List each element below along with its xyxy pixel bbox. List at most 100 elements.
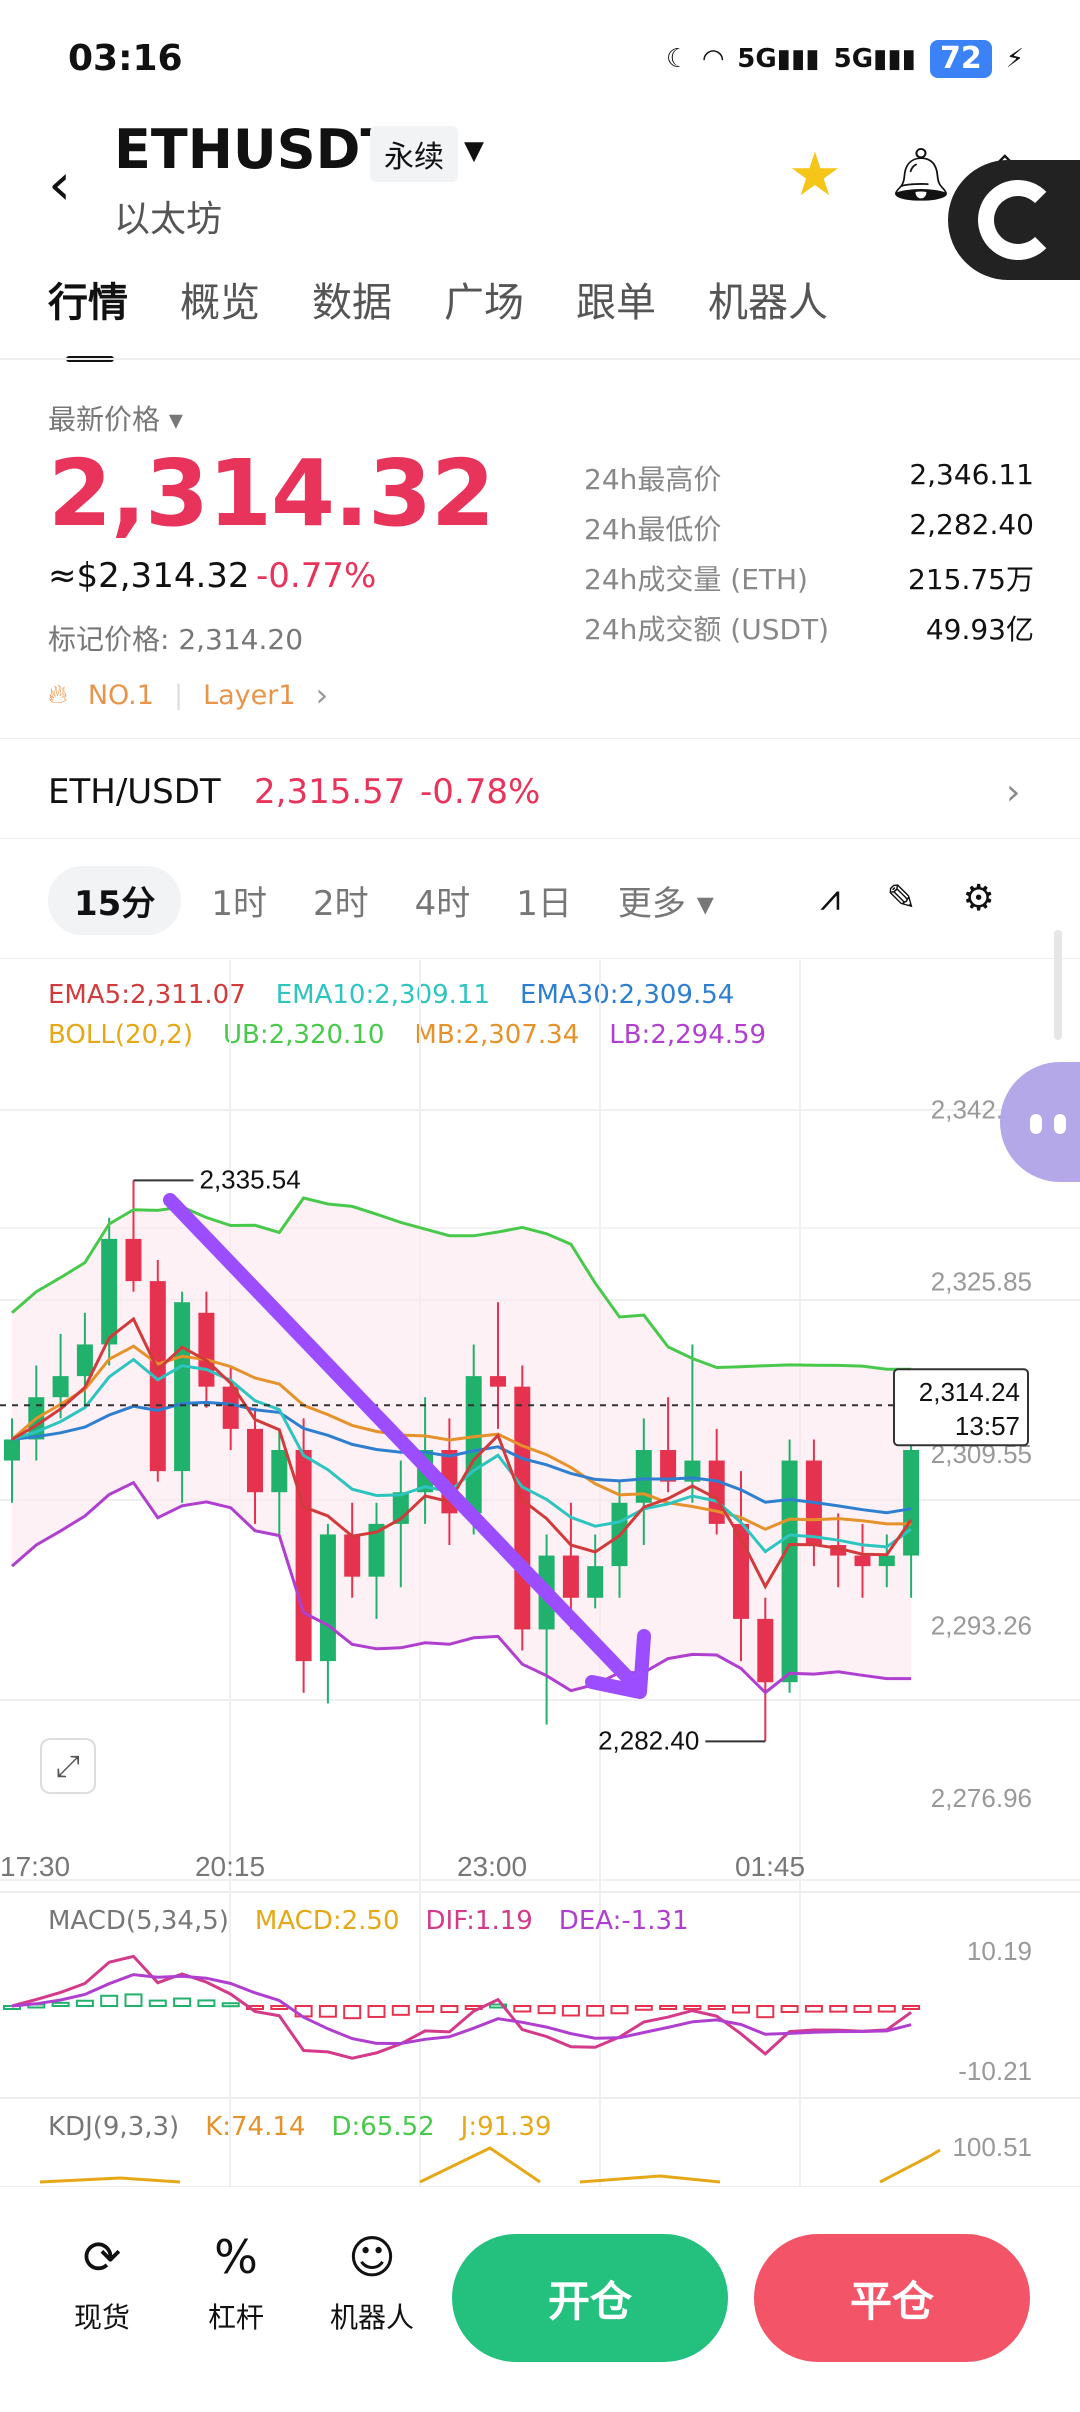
macd-bar: [100, 1994, 119, 2008]
gate-floating-logo[interactable]: [948, 160, 1080, 280]
macd-bar: [75, 1999, 94, 2007]
candle-body: [708, 1460, 725, 1524]
nav-bot[interactable]: ☺ 机器人: [322, 2230, 422, 2336]
interval-more[interactable]: 更多 ▾: [617, 884, 714, 924]
open-position-button[interactable]: 开仓: [452, 2234, 728, 2362]
bell-icon[interactable]: 🔔︎: [888, 145, 955, 205]
candle-body: [878, 1555, 895, 1567]
ub-label: UB:2,320.10: [223, 1020, 385, 1050]
interval-1d[interactable]: 1日: [516, 884, 572, 924]
macd-bar: [489, 2003, 507, 2009]
contract-type-badge[interactable]: 永续: [370, 126, 458, 182]
macd-bar: [367, 2005, 386, 2018]
macd-bar: [659, 2005, 678, 2010]
ema5-line: [11, 1316, 913, 1590]
interval-2h[interactable]: 2时: [312, 884, 369, 924]
chevron-right-icon[interactable]: ›: [315, 676, 329, 714]
x-axis-label: 23:00: [457, 1851, 527, 1882]
coin-tags: 🔥︎ NO.1 | Layer1 ›: [48, 676, 328, 714]
favorite-star-icon[interactable]: ★: [788, 140, 842, 210]
indicator-icon[interactable]: ⩘: [820, 878, 841, 919]
chevron-right-icon[interactable]: ›: [1006, 772, 1021, 813]
boll-middle-line: [11, 1344, 912, 1531]
ema10-label: EMA10:2,309.11: [275, 980, 491, 1010]
draw-pencil-icon[interactable]: ✎: [886, 878, 917, 919]
candle-body: [271, 1450, 288, 1493]
back-icon[interactable]: ‹: [48, 150, 72, 218]
header: ‹ ETHUSDT 永续 ▼ 以太坊 ★ 🔔︎ ⇪: [0, 110, 1080, 250]
spot-pair-name[interactable]: ETH/USDT: [48, 772, 221, 812]
y-axis-label: 2,293.26: [931, 1611, 1032, 1641]
close-position-button[interactable]: 平仓: [754, 2234, 1030, 2362]
macd-bar: [148, 1999, 167, 2007]
candle-body: [319, 1534, 336, 1662]
kline-chart[interactable]: 2,342.142,325.852,309.552,293.262,276.96…: [0, 960, 1080, 2190]
nav-spot[interactable]: ⟳ 现货: [52, 2230, 152, 2336]
candle-body: [587, 1566, 604, 1598]
y-axis-label: 2,325.85: [931, 1267, 1032, 1297]
macd-bar: [634, 2005, 653, 2011]
robot-icon: ☺: [348, 2230, 396, 2284]
scrollbar[interactable]: [1054, 930, 1062, 1040]
boll-band-fill: [12, 1198, 912, 1693]
x-axis-label: 01:45: [735, 1851, 805, 1882]
candle-body: [295, 1450, 312, 1662]
divider: [0, 738, 1080, 739]
kdj-title: KDJ(9,3,3): [48, 2112, 180, 2142]
trend-arrow-line: [163, 1193, 637, 1687]
candle-body: [52, 1376, 69, 1398]
latest-price-label[interactable]: 最新价格 ▾: [48, 403, 183, 436]
tag-separator: |: [173, 679, 184, 711]
x-axis-label: 17:30: [0, 1851, 70, 1882]
high-low-markers: 2,335.54 2,282.40: [133, 1164, 766, 1755]
tab-overview[interactable]: 概览: [180, 280, 260, 326]
ema30-line: [11, 1400, 912, 1515]
stat-row: 24h成交量 (ETH) 215.75万: [584, 563, 1034, 596]
nav-margin[interactable]: % 杠杆: [186, 2230, 286, 2336]
rank-tag[interactable]: NO.1: [87, 679, 154, 711]
macd-bar: [683, 2005, 702, 2010]
lb-label: LB:2,294.59: [609, 1020, 767, 1050]
candle-body: [490, 1376, 506, 1387]
tab-copy-trade[interactable]: 跟单: [576, 280, 656, 326]
interval-4h[interactable]: 4时: [414, 884, 471, 924]
candle-body: [757, 1618, 774, 1683]
x-axis-label: 20:15: [195, 1851, 265, 1882]
symbol-title[interactable]: ETHUSDT: [114, 118, 398, 181]
interval-1h[interactable]: 1时: [211, 884, 267, 924]
kdj-j-line: [39, 2146, 941, 2184]
macd-bar: [829, 2005, 848, 2013]
macd-bar: [124, 1993, 143, 2008]
mark-price: 标记价格: 2,314.20: [48, 623, 304, 656]
candle-body: [344, 1534, 361, 1577]
macd-axis-label: 10.19: [967, 1936, 1032, 1966]
kdj-legend: KDJ(9,3,3) K:74.14 D:65.52 J:91.39: [48, 2112, 552, 2142]
symbol-dropdown-icon[interactable]: ▼: [464, 136, 484, 166]
macd-bar: [391, 2005, 410, 2016]
tabs-divider: [0, 358, 1080, 360]
dif-value: DIF:1.19: [425, 1906, 533, 1936]
ema5-label: EMA5:2,311.07: [48, 980, 246, 1010]
margin-percent-icon: %: [214, 2230, 258, 2284]
macd-bar: [270, 2005, 289, 2010]
approx-usd-price: ≈$2,314.32: [48, 556, 250, 596]
macd-bar: [318, 2005, 337, 2018]
status-bar: 03:16 ☾ ◠ 5G▮▮▮ 5G▮▮▮ 72 ⚡: [0, 0, 1080, 120]
candle-body: [830, 1545, 847, 1556]
interval-15m[interactable]: 15分: [48, 866, 182, 935]
settings-gear-icon[interactable]: ⚙: [962, 878, 995, 919]
candle-body: [368, 1523, 385, 1577]
tab-market[interactable]: 行情: [48, 270, 128, 362]
divider: [0, 838, 1080, 839]
spot-pair-price: 2,315.57: [254, 772, 406, 812]
expand-chart-icon[interactable]: ⤢: [40, 1738, 96, 1794]
tab-square[interactable]: 广场: [444, 280, 524, 326]
tab-data[interactable]: 数据: [312, 280, 392, 326]
mb-label: MB:2,307.34: [414, 1020, 580, 1050]
candle-body: [149, 1281, 166, 1472]
tab-bot[interactable]: 机器人: [708, 280, 828, 326]
divider: [0, 2186, 1080, 2187]
macd-legend: MACD(5,34,5) MACD:2.50 DIF:1.19 DEA:-1.3…: [48, 1906, 689, 1936]
macd-title: MACD(5,34,5): [48, 1906, 229, 1936]
category-tag[interactable]: Layer1: [203, 679, 296, 711]
